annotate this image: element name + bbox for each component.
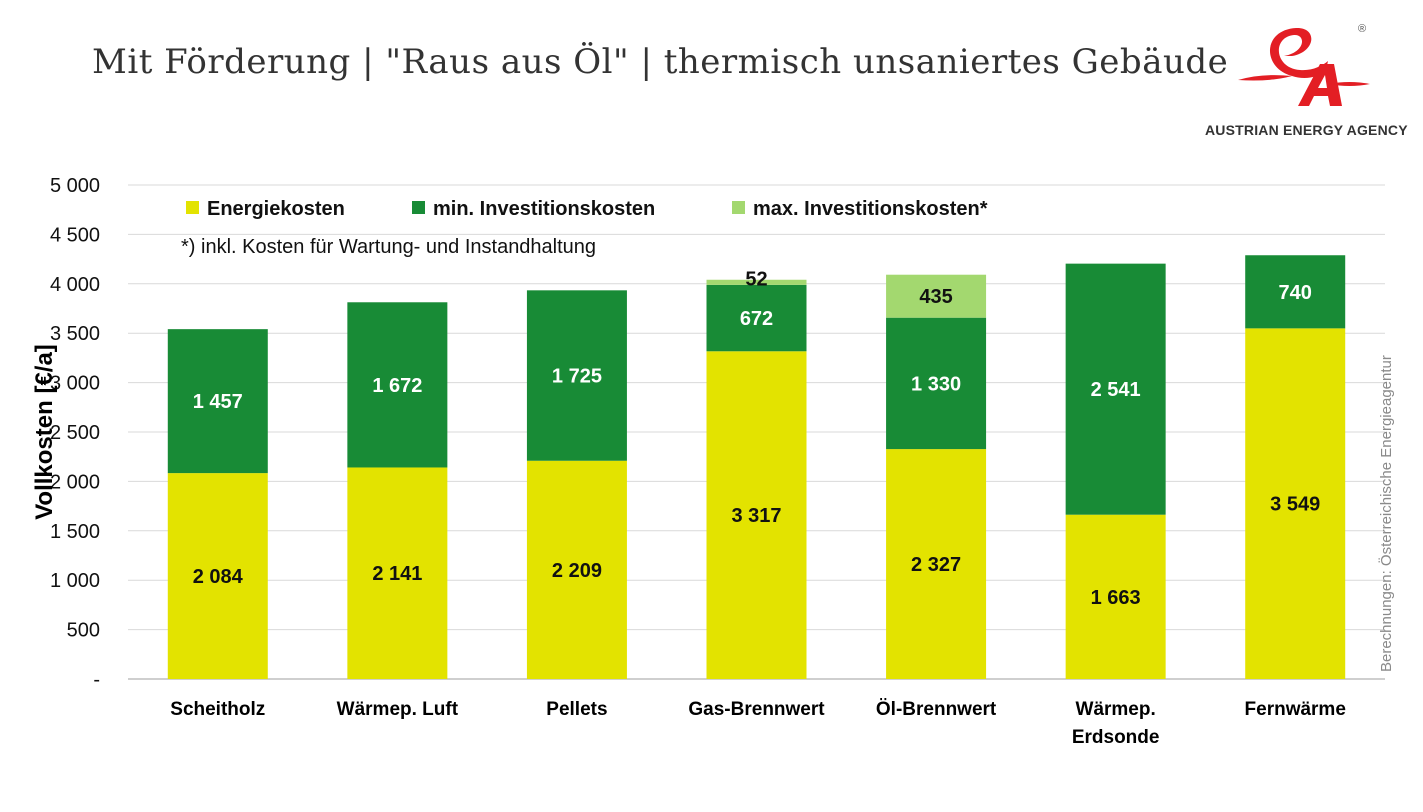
- y-tick-label: 1 000: [50, 570, 100, 592]
- data-label: 1 725: [552, 366, 602, 388]
- bar-energy: [347, 467, 448, 679]
- y-tick-label: 5 000: [50, 175, 100, 197]
- data-label: 740: [1279, 282, 1312, 304]
- bar-min-invest: [526, 290, 627, 461]
- y-tick-label: 2 500: [50, 422, 100, 444]
- bar-min-invest: [1065, 263, 1166, 515]
- legend-item-energy: Energiekosten: [186, 198, 345, 221]
- data-label: 435: [919, 286, 952, 308]
- x-tick-label: Scheitholz: [170, 699, 265, 720]
- bar-min-invest: [1245, 255, 1346, 329]
- legend-footnote: *) inkl. Kosten für Wartung- und Instand…: [181, 236, 597, 258]
- registered-mark: ®: [1358, 23, 1366, 35]
- data-label: 2 141: [372, 563, 422, 585]
- y-axis-title: Vollkosten [€/a]: [31, 344, 58, 520]
- legend-label-energy: Energiekosten: [207, 198, 345, 220]
- data-label: 672: [740, 308, 773, 330]
- data-label: 2 327: [911, 554, 961, 576]
- x-tick-label: Wärmep. Luft: [337, 699, 459, 720]
- legend-swatch-min-invest: [412, 201, 425, 214]
- data-label: 3 317: [731, 505, 781, 527]
- data-label: 1 330: [911, 373, 961, 395]
- legend-label-min-invest: min. Investitionskosten: [433, 198, 656, 220]
- legend-swatch-max-invest: [732, 201, 745, 214]
- y-tick-label: 4 500: [50, 224, 100, 246]
- x-tick-label: Wärmep.: [1076, 699, 1156, 720]
- chart-title: Mit Förderung | "Raus aus Öl" | thermisc…: [92, 42, 1229, 82]
- bar-energy: [1065, 514, 1166, 679]
- y-tick-label: 4 000: [50, 274, 100, 296]
- source-credit: Berechnungen: Österreichische Energieage…: [1378, 355, 1395, 672]
- bar-energy: [1245, 328, 1346, 679]
- x-tick-label: Gas-Brennwert: [688, 699, 825, 720]
- data-label: 52: [745, 269, 767, 291]
- data-label: 1 672: [372, 375, 422, 397]
- logo-e-letter: [1269, 27, 1328, 78]
- bar-energy: [526, 460, 627, 679]
- y-tick-label: 500: [67, 620, 100, 642]
- data-label: 2 541: [1091, 379, 1141, 401]
- data-label: 1 663: [1091, 587, 1141, 609]
- data-label: 2 084: [193, 566, 244, 588]
- bar-energy: [167, 473, 268, 679]
- legend-label-max-invest: max. Investitionskosten*: [753, 198, 988, 220]
- x-tick-label: Fernwärme: [1245, 699, 1346, 720]
- x-tick-label: Öl-Brennwert: [876, 699, 997, 720]
- y-tick-label: 2 000: [50, 471, 100, 493]
- x-tick-label: Erdsonde: [1072, 727, 1160, 748]
- legend-item-min-invest: min. Investitionskosten: [412, 198, 655, 221]
- bar-energy: [706, 351, 807, 679]
- bar-min-invest: [706, 284, 807, 352]
- y-tick-label: 3 000: [50, 373, 100, 395]
- x-tick-label: Pellets: [546, 699, 607, 720]
- legend-item-max-invest: max. Investitionskosten*: [732, 198, 988, 221]
- logo-text: AUSTRIAN ENERGY AGENCY: [1205, 122, 1408, 138]
- legend-swatch-energy: [186, 201, 199, 214]
- y-tick-label: -: [93, 669, 100, 691]
- logo-swoosh: [1238, 75, 1292, 81]
- austrian-energy-agency-logo: ®: [1238, 23, 1370, 106]
- data-label: 1 457: [193, 391, 243, 413]
- y-tick-label: 1 500: [50, 521, 100, 543]
- bar-max-invest: [886, 274, 987, 318]
- bar-min-invest: [886, 317, 987, 450]
- bar-min-invest: [347, 302, 448, 468]
- logo-a-letter: [1298, 64, 1342, 106]
- logo-swoosh-right: [1328, 82, 1370, 86]
- data-label: 3 549: [1270, 494, 1320, 516]
- bar-energy: [886, 449, 987, 679]
- bar-min-invest: [167, 329, 268, 474]
- bar-max-invest: [706, 279, 807, 285]
- data-label: 2 209: [552, 560, 602, 582]
- y-tick-label: 3 500: [50, 323, 100, 345]
